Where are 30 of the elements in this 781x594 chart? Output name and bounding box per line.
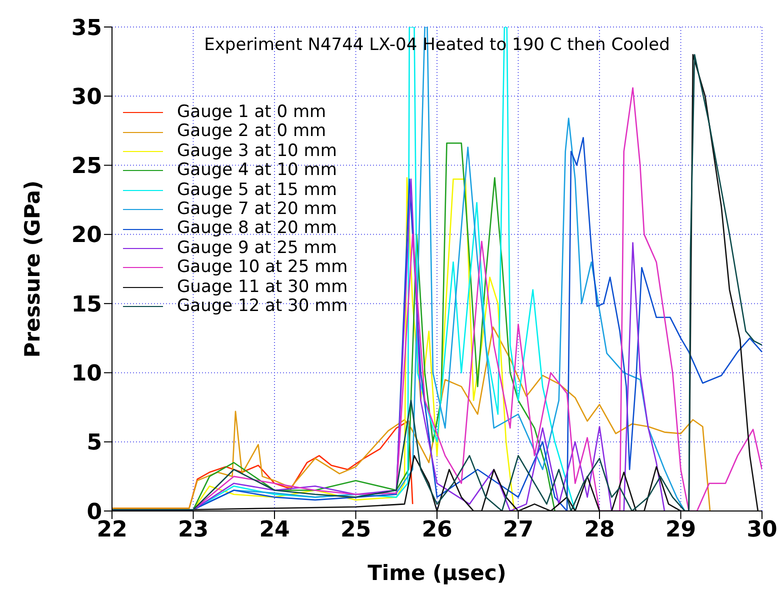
y-tick-label: 15 <box>71 292 102 318</box>
legend-label: Gauge 10 at 25 mm <box>177 257 348 278</box>
x-tick-label: 26 <box>422 518 452 543</box>
x-tick-label: 29 <box>665 518 696 543</box>
legend-label: Guage 11 at 30 mm <box>177 276 348 298</box>
line-series <box>112 326 711 511</box>
x-tick-label: 30 <box>746 518 778 543</box>
y-axis-title: Pressure (GPa) <box>20 180 44 358</box>
legend-label: Gauge 3 at 10 mm <box>177 140 337 162</box>
legend-label: Gauge 7 at 20 mm <box>177 199 337 220</box>
y-tick-label: 5 <box>86 430 102 456</box>
x-tick-label: 25 <box>340 518 372 543</box>
x-tick-label: 27 <box>502 518 534 543</box>
x-tick-label: 23 <box>178 518 209 543</box>
x-tick-label: 24 <box>259 518 290 543</box>
x-axis-title: Time (μsec) <box>368 561 506 585</box>
legend-label: Gauge 4 at 10 mm <box>177 160 337 181</box>
y-tick-label: 30 <box>71 84 102 110</box>
y-tick-label: 35 <box>71 16 102 41</box>
legend-label: Gauge 5 at 15 mm <box>177 180 337 200</box>
legend-label: Gauge 9 at 25 mm <box>177 238 337 258</box>
y-tick-label: 25 <box>71 154 102 180</box>
legend-label: Gauge 2 at 0 mm <box>177 121 326 142</box>
legend-label: Gauge 12 at 30 mm <box>177 296 348 316</box>
legend-label: Gauge 1 at 0 mm <box>177 102 326 122</box>
y-tick-label: 10 <box>71 362 102 387</box>
x-tick-label: 28 <box>584 518 615 543</box>
x-tick-label: 22 <box>96 518 128 543</box>
y-tick-label: 20 <box>71 223 102 248</box>
legend-label: Gauge 8 at 20 mm <box>177 218 337 239</box>
